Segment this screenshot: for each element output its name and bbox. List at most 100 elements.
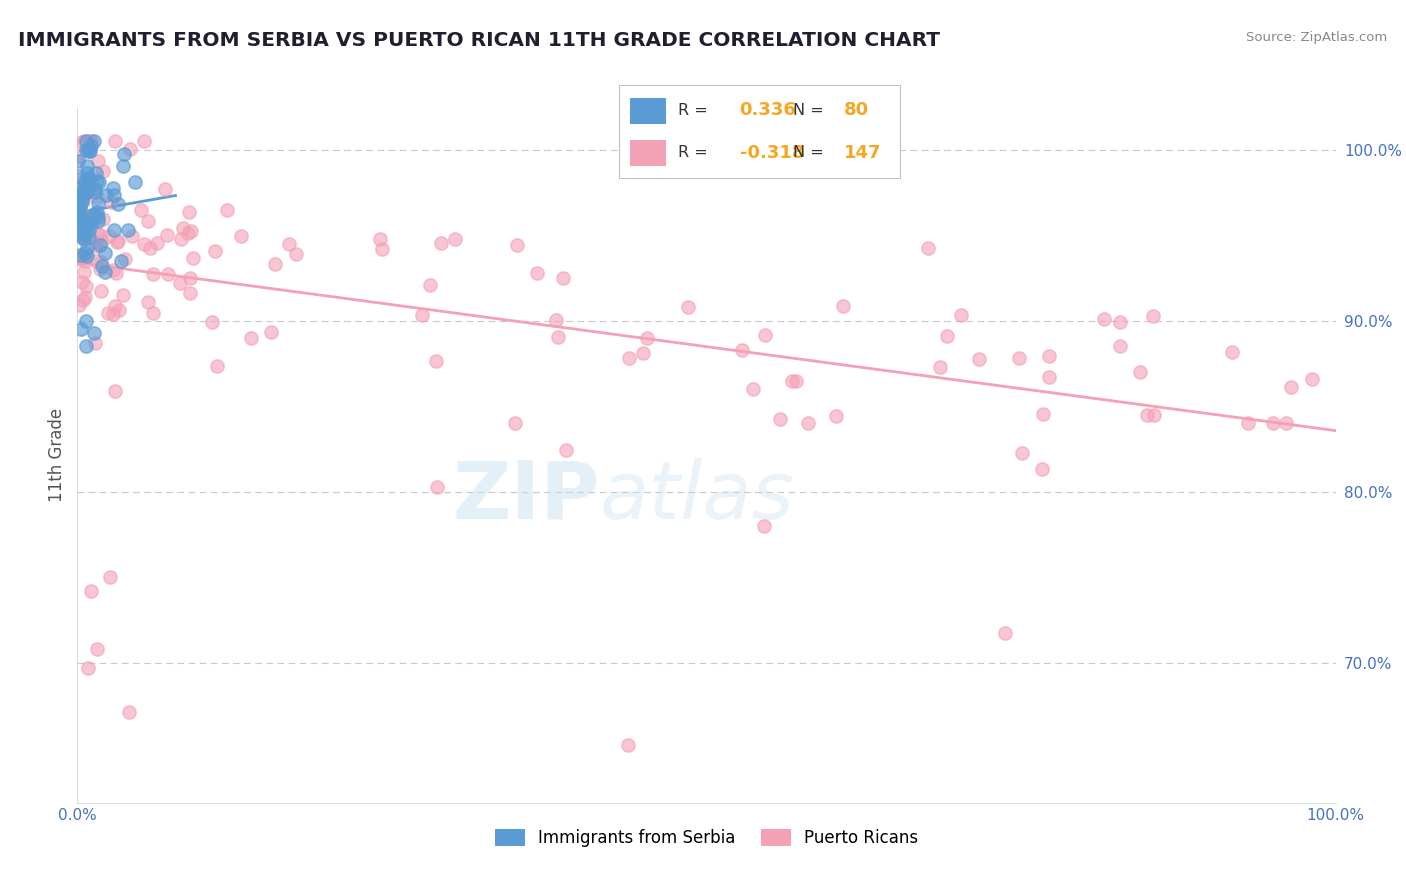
Point: [72, 214, 94, 228]
Point: [76, 249, 98, 263]
Point: [118, 706, 141, 720]
Point: [70, 188, 93, 202]
Point: [90, 254, 112, 268]
Point: [67, 169, 90, 183]
Point: [172, 220, 194, 235]
Point: [207, 359, 229, 373]
Point: [72, 265, 94, 279]
Text: 147: 147: [844, 144, 882, 161]
Point: [112, 147, 135, 161]
Point: [94, 265, 117, 279]
Point: [72, 231, 94, 245]
Text: R =: R =: [678, 103, 713, 118]
Point: [1038, 349, 1060, 363]
Point: [89, 175, 111, 189]
Point: [73, 219, 96, 234]
Text: -0.318: -0.318: [740, 144, 804, 161]
Point: [86, 227, 108, 241]
Point: [66, 197, 89, 211]
Point: [87, 153, 110, 168]
Point: [136, 214, 159, 228]
Point: [83, 134, 105, 148]
Point: [797, 417, 820, 431]
Point: [136, 294, 159, 309]
Point: [69, 248, 91, 262]
Point: [77, 661, 100, 675]
Point: [124, 175, 146, 189]
Point: [73, 175, 96, 189]
Point: [72, 221, 94, 235]
Point: [132, 134, 155, 148]
Point: [1109, 315, 1132, 329]
Point: [114, 252, 136, 266]
Point: [80, 217, 103, 231]
Point: [1135, 409, 1157, 423]
Point: [75, 134, 97, 148]
Point: [201, 315, 224, 329]
Point: [832, 299, 855, 313]
Point: [84, 235, 107, 249]
Point: [1008, 351, 1031, 365]
Point: [69, 187, 91, 202]
Point: [139, 242, 162, 256]
Point: [86, 190, 108, 204]
Point: [730, 343, 752, 357]
Point: [75, 209, 97, 223]
Point: [103, 188, 125, 202]
Point: [75, 224, 97, 238]
Point: [75, 143, 97, 157]
Point: [936, 328, 959, 343]
Point: [153, 182, 176, 196]
Text: N =: N =: [793, 103, 830, 118]
Point: [118, 142, 141, 156]
Point: [741, 383, 763, 397]
Point: [69, 252, 91, 266]
Point: [546, 312, 568, 326]
Point: [67, 226, 90, 240]
Point: [264, 257, 287, 271]
Point: [1279, 380, 1302, 394]
Point: [617, 351, 640, 366]
Point: [73, 290, 96, 304]
Point: [69, 200, 91, 214]
Point: [506, 237, 529, 252]
Point: [1143, 409, 1166, 423]
Point: [72, 227, 94, 241]
Point: [73, 188, 96, 202]
Point: [69, 229, 91, 244]
Point: [117, 222, 139, 236]
Point: [83, 326, 105, 340]
Point: [994, 625, 1017, 640]
Point: [79, 144, 101, 158]
Point: [87, 214, 110, 228]
Point: [1220, 344, 1243, 359]
Point: [129, 202, 152, 217]
Point: [73, 185, 96, 199]
Point: [69, 204, 91, 219]
Point: [101, 263, 124, 277]
Point: [108, 303, 131, 318]
Point: [82, 211, 104, 226]
Point: [103, 222, 125, 236]
Point: [917, 241, 939, 255]
Point: [1038, 369, 1060, 384]
Point: [75, 245, 97, 260]
Point: [1092, 311, 1115, 326]
Point: [70, 180, 93, 194]
Point: [69, 201, 91, 215]
Point: [785, 375, 807, 389]
Point: [950, 308, 973, 322]
Point: [98, 570, 121, 584]
Point: [77, 144, 100, 158]
Y-axis label: 11th Grade: 11th Grade: [48, 408, 66, 502]
Point: [75, 181, 97, 195]
Point: [87, 211, 110, 225]
Point: [67, 213, 90, 227]
Point: [631, 346, 654, 360]
Point: [285, 246, 308, 260]
Point: [411, 308, 433, 322]
Point: [1275, 417, 1298, 431]
Point: [79, 172, 101, 186]
Point: [84, 181, 107, 195]
Point: [100, 194, 122, 209]
